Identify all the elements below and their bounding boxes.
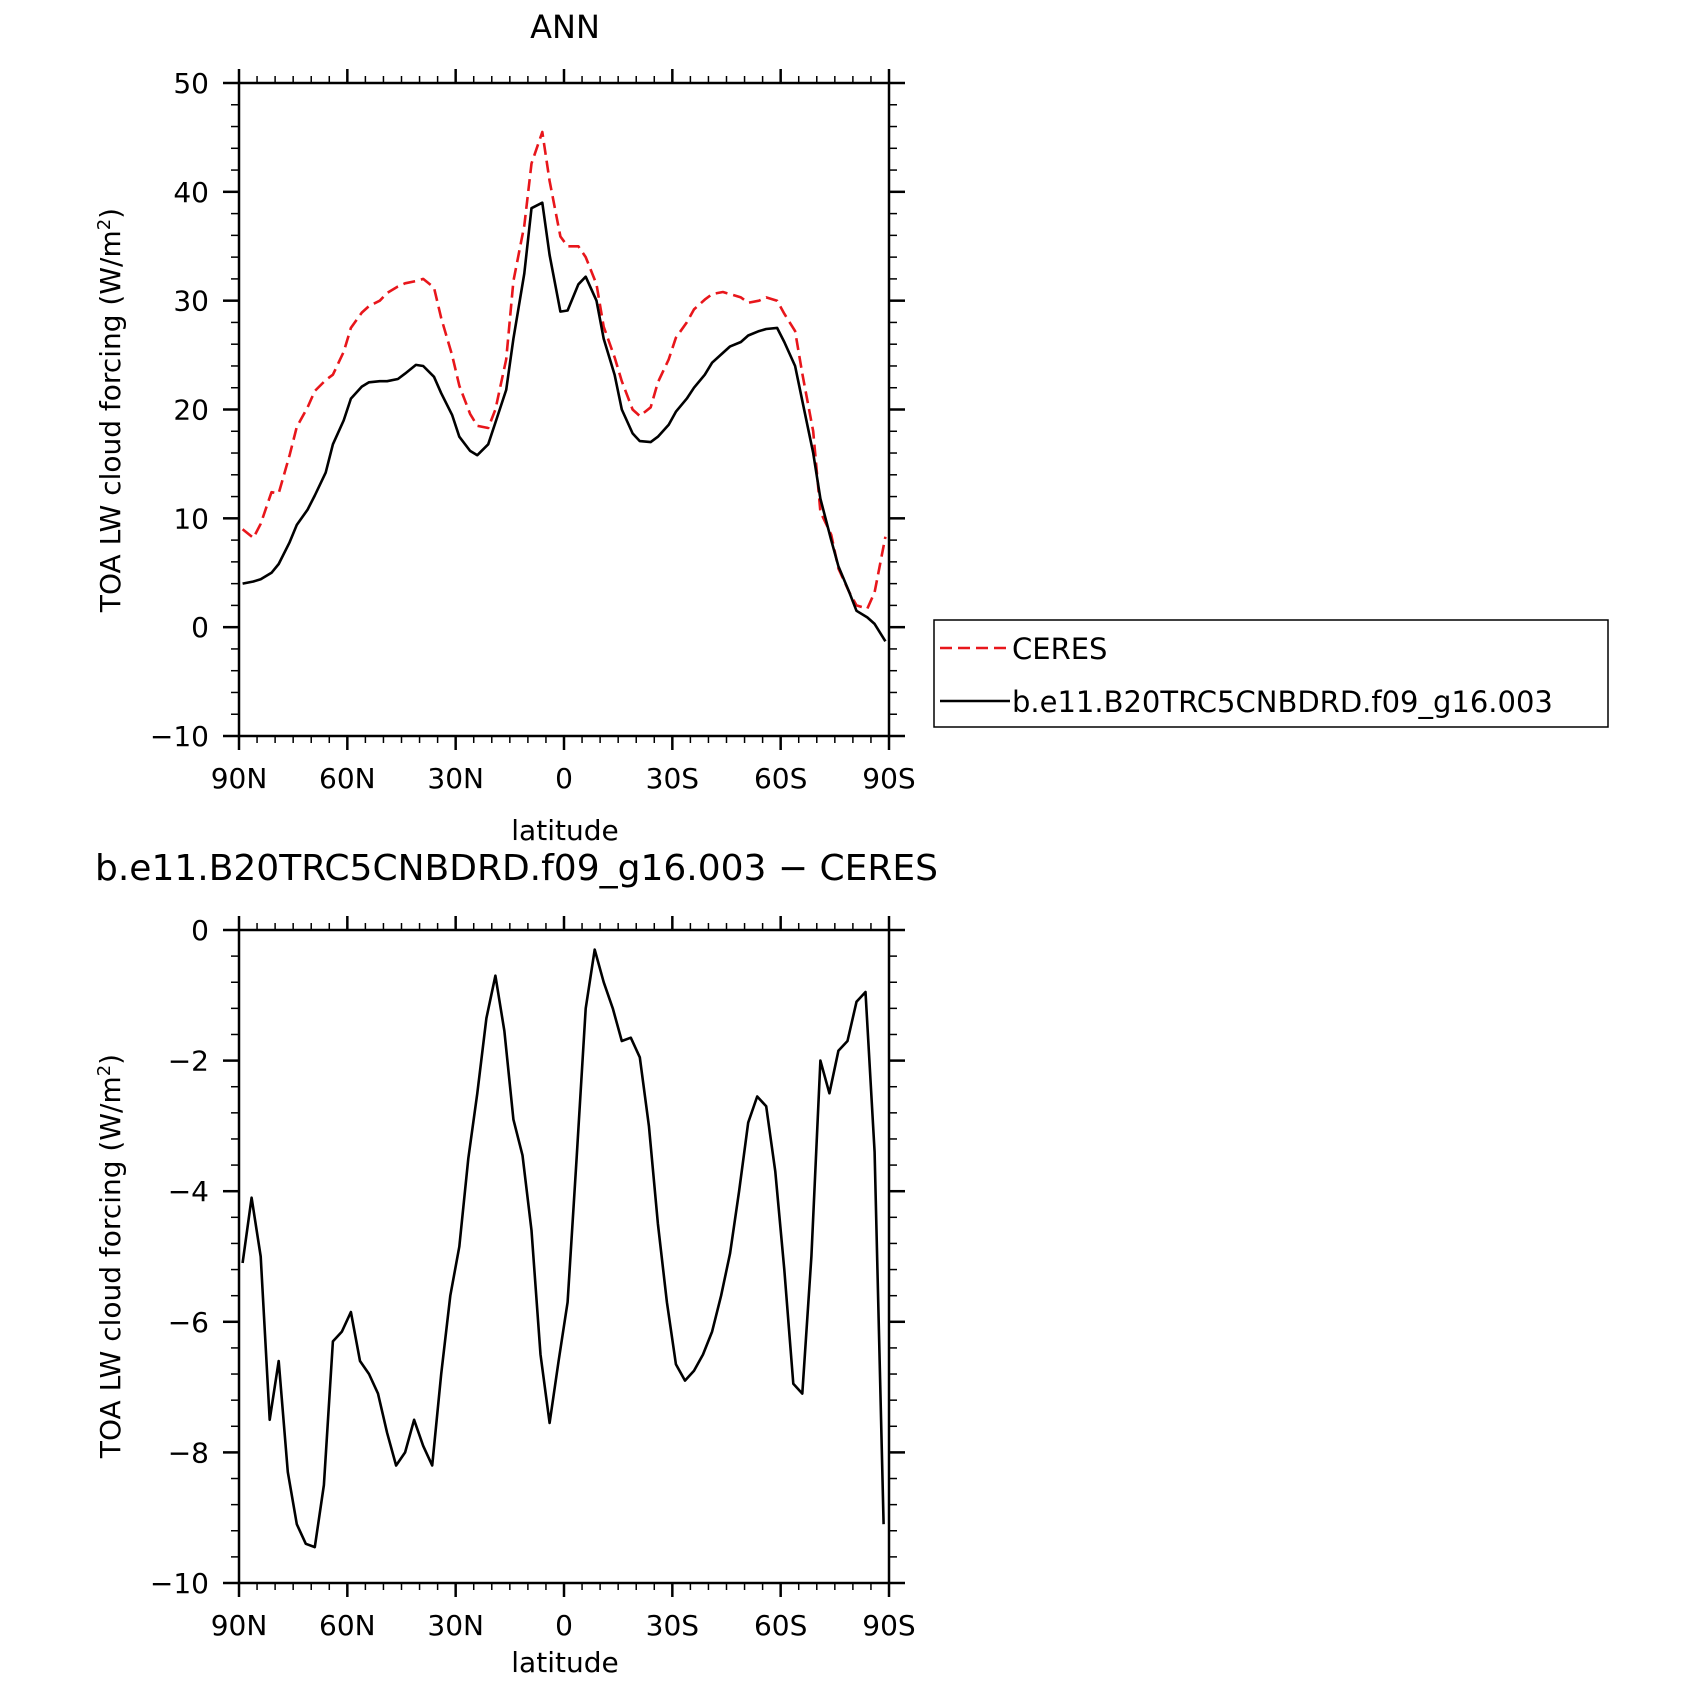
chart-title: b.e11.B20TRC5CNBDRD.f09_g16.003 − CERES	[95, 848, 938, 889]
legend-box	[933, 619, 1609, 728]
x-tick-label: 30S	[646, 1609, 699, 1642]
tick-marks	[223, 69, 905, 750]
x-tick-label: 30N	[427, 1609, 484, 1642]
x-tick-label: 0	[555, 762, 573, 795]
x-tick-labels: 90N 60N 30N 0 30S 60S 90S	[211, 762, 916, 795]
plot-frame	[237, 928, 891, 1585]
y-tick-label: −8	[168, 1436, 209, 1469]
y-tick-label: 50	[173, 67, 209, 100]
x-axis-label: latitude	[511, 814, 618, 847]
y-tick-label: 10	[173, 502, 209, 535]
series-line-b-e11-b20trc5cnbdrd-f09-g16-003	[242, 201, 887, 642]
legend-label-ceres: CERES	[1012, 632, 1107, 666]
y-tick-label: −10	[150, 1567, 209, 1600]
plot-frame	[237, 81, 891, 738]
y-tick-label: −2	[168, 1045, 209, 1078]
y-tick-label: 30	[173, 285, 209, 318]
series-line-ceres	[241, 130, 887, 611]
y-tick-label: 0	[191, 914, 209, 947]
tick-marks	[223, 916, 905, 1597]
x-tick-label: 90N	[211, 762, 268, 795]
legend-label-model: b.e11.B20TRC5CNBDRD.f09_g16.003	[1012, 685, 1553, 719]
y-tick-label: −10	[150, 720, 209, 753]
series-line-difference	[241, 948, 885, 1549]
x-tick-label: 60S	[754, 1609, 807, 1642]
y-tick-labels: −10 0 10 20 30 40 50	[150, 67, 209, 753]
x-tick-label: 30N	[427, 762, 484, 795]
y-tick-label: 0	[191, 611, 209, 644]
y-tick-labels: −10 −8 −6 −4 −2 0	[150, 914, 209, 1600]
x-tick-label: 30S	[646, 762, 699, 795]
x-tick-label: 60N	[319, 1609, 376, 1642]
y-tick-label: −6	[168, 1306, 209, 1339]
series-lines	[241, 948, 885, 1549]
y-axis-label: TOA LW cloud forcing (W/m2)	[94, 208, 128, 613]
x-tick-label: 90S	[862, 762, 915, 795]
x-tick-label: 60N	[319, 762, 376, 795]
y-tick-label: 20	[173, 394, 209, 427]
x-tick-label: 60S	[754, 762, 807, 795]
y-axis-label: TOA LW cloud forcing (W/m2)	[94, 1054, 128, 1459]
legend: CERES b.e11.B20TRC5CNBDRD.f09_g16.003	[933, 619, 1609, 728]
chart-title: ANN	[530, 8, 600, 46]
chart-annual-cloud-forcing: ANN 90N 60N 30N 0 30S 60S 90S −10 0 10 20 30 40 50 l…	[94, 8, 916, 847]
y-tick-label: −4	[168, 1175, 209, 1208]
x-tick-label: 90N	[211, 1609, 268, 1642]
x-tick-labels: 90N 60N 30N 0 30S 60S 90S	[211, 1609, 916, 1642]
series-lines	[241, 130, 887, 642]
y-tick-label: 40	[173, 176, 209, 209]
x-tick-label: 90S	[862, 1609, 915, 1642]
x-tick-label: 0	[555, 1609, 573, 1642]
chart-difference: b.e11.B20TRC5CNBDRD.f09_g16.003 − CERES …	[94, 848, 938, 1679]
x-axis-label: latitude	[511, 1646, 618, 1679]
